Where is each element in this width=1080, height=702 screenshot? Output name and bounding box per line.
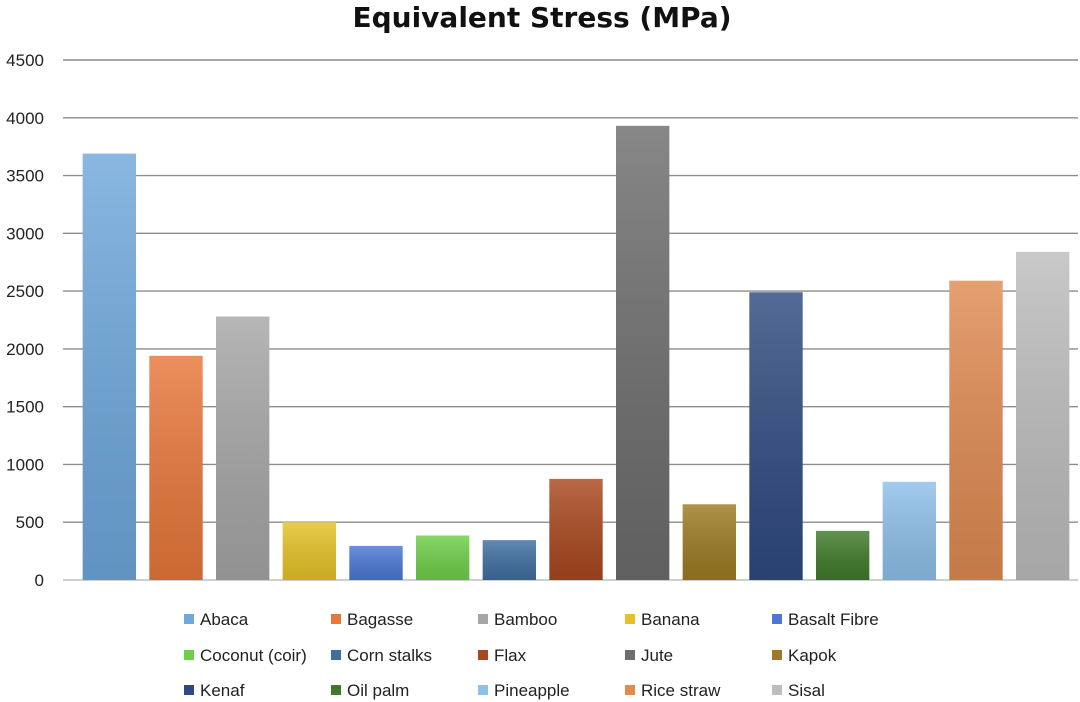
legend-entry: Kenaf — [184, 681, 245, 700]
chart-title: Equivalent Stress (MPa) — [352, 1, 731, 34]
legend-entry: Jute — [625, 646, 673, 665]
bar-shading — [482, 540, 536, 580]
legend-entry: Corn stalks — [331, 646, 432, 665]
y-tick-label: 3500 — [6, 167, 44, 186]
bar — [282, 522, 336, 580]
bar — [616, 125, 670, 580]
bar — [149, 355, 203, 580]
legend-swatch — [331, 614, 341, 624]
legend-swatch — [184, 650, 194, 660]
legend-swatch — [772, 614, 782, 624]
legend-entry: Bamboo — [478, 610, 557, 629]
legend-entry: Basalt Fibre — [772, 610, 879, 629]
y-tick-label: 3000 — [6, 224, 44, 243]
legend-label: Rice straw — [641, 681, 721, 700]
legend-swatch — [478, 614, 488, 624]
legend-entry: Banana — [625, 610, 700, 629]
legend-label: Coconut (coir) — [200, 646, 307, 665]
bar-shading — [216, 316, 270, 580]
bar-shading — [549, 478, 603, 580]
bar — [549, 478, 603, 580]
legend-swatch — [772, 650, 782, 660]
legend-label: Basalt Fibre — [788, 610, 879, 629]
y-axis-ticks: 0 500 1000 1500 2000 2500 3000 3500 4000 4500 — [6, 51, 44, 590]
legend-entry: Bagasse — [331, 610, 413, 629]
legend-label: Kenaf — [200, 681, 245, 700]
legend-swatch — [478, 650, 488, 660]
legend-swatch — [184, 614, 194, 624]
legend-label: Abaca — [200, 610, 249, 629]
legend-entry: Pineapple — [478, 681, 570, 700]
legend: Abaca Bagasse Bamboo Banana Basalt Fibre Coco… — [184, 610, 879, 700]
bar — [749, 292, 803, 580]
bar-shading — [349, 545, 403, 580]
legend-label: Oil palm — [347, 681, 409, 700]
bar-shading — [1016, 251, 1070, 581]
bar-shading — [616, 125, 670, 580]
legend-label: Sisal — [788, 681, 825, 700]
bar-shading — [82, 153, 136, 580]
bar-shading — [149, 355, 203, 580]
legend-entry: Oil palm — [331, 681, 409, 700]
legend-entry: Rice straw — [625, 681, 721, 700]
legend-label: Banana — [641, 610, 700, 629]
legend-entry: Coconut (coir) — [184, 646, 307, 665]
bar — [482, 540, 536, 580]
legend-swatch — [478, 685, 488, 695]
y-tick-label: 1000 — [6, 455, 44, 474]
legend-label: Kapok — [788, 646, 837, 665]
legend-entry: Abaca — [184, 610, 249, 629]
bar — [949, 280, 1003, 580]
bar-shading — [816, 530, 870, 580]
y-tick-label: 4000 — [6, 109, 44, 128]
legend-swatch — [625, 685, 635, 695]
legend-label: Jute — [641, 646, 673, 665]
bars — [82, 125, 1070, 581]
legend-label: Flax — [494, 646, 527, 665]
bar — [82, 153, 136, 580]
legend-swatch — [331, 685, 341, 695]
bar-shading — [682, 504, 736, 580]
y-tick-label: 500 — [16, 513, 44, 532]
legend-entry: Kapok — [772, 646, 837, 665]
y-tick-label: 2000 — [6, 340, 44, 359]
bar-shading — [416, 535, 470, 580]
legend-entry: Sisal — [772, 681, 825, 700]
bar — [1016, 251, 1070, 581]
legend-label: Bagasse — [347, 610, 413, 629]
bar — [682, 504, 736, 580]
bar — [416, 535, 470, 580]
bar — [349, 545, 403, 580]
legend-swatch — [772, 685, 782, 695]
legend-label: Bamboo — [494, 610, 557, 629]
legend-swatch — [184, 685, 194, 695]
legend-swatch — [625, 650, 635, 660]
y-tick-label: 4500 — [6, 51, 44, 70]
bar — [882, 481, 936, 580]
legend-swatch — [625, 614, 635, 624]
legend-entry: Flax — [478, 646, 527, 665]
y-tick-label: 2500 — [6, 282, 44, 301]
bar-shading — [949, 280, 1003, 580]
y-tick-label: 0 — [35, 571, 44, 590]
bar — [216, 316, 270, 580]
bar-shading — [882, 481, 936, 580]
legend-label: Corn stalks — [347, 646, 432, 665]
y-tick-label: 1500 — [6, 398, 44, 417]
bar-shading — [749, 292, 803, 580]
legend-swatch — [331, 650, 341, 660]
bar — [816, 530, 870, 580]
bar-shading — [282, 522, 336, 580]
legend-label: Pineapple — [494, 681, 570, 700]
